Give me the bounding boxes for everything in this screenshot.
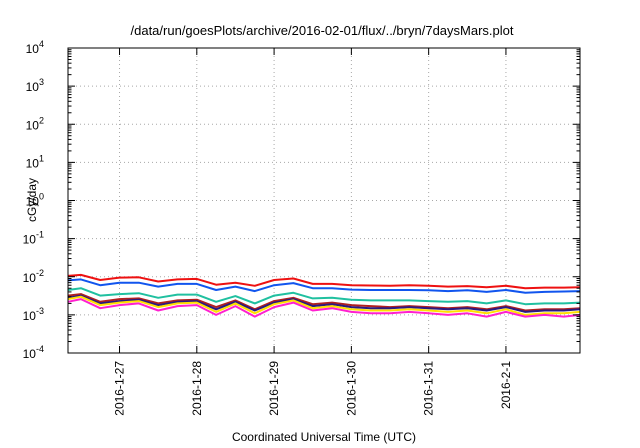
- y-tick-label: 10-2: [23, 268, 44, 285]
- x-axis-label: Coordinated Universal Time (UTC): [232, 430, 416, 444]
- y-tick-exponent: 0: [39, 192, 44, 202]
- x-tick-labels: 2016-1-27 2016-1-28 2016-1-29 2016-1-30 2016…: [113, 361, 513, 416]
- x-tick-label: 2016-1-29: [267, 361, 281, 416]
- y-tick-exponent: 1: [39, 153, 44, 163]
- y-tick-label: 101: [26, 153, 44, 170]
- series-line: [67, 294, 581, 313]
- series-line: [67, 273, 581, 290]
- y-tick-base: 10: [23, 309, 37, 323]
- y-tick-base: 10: [26, 42, 40, 56]
- y-tick-label: 100: [26, 192, 44, 209]
- chart-title: /data/run/goesPlots/archive/2016-02-01/f…: [131, 23, 514, 38]
- x-tick-label: 2016-1-27: [113, 361, 127, 416]
- series-line: [67, 295, 581, 316]
- y-axis-label: cGy/day: [25, 178, 39, 222]
- y-tick-base: 10: [23, 347, 37, 361]
- y-tick-exponent: 2: [39, 115, 44, 125]
- y-tick-exponent: -4: [36, 344, 44, 354]
- y-tick-base: 10: [26, 156, 40, 170]
- y-tick-exponent: 3: [39, 77, 44, 87]
- y-tick-exponent: 4: [39, 39, 44, 49]
- y-tick-base: 10: [26, 118, 40, 132]
- y-tick-label: 104: [26, 39, 44, 56]
- series-line: [67, 278, 581, 294]
- y-tick-base: 10: [26, 195, 40, 209]
- grid-lines: [68, 48, 580, 353]
- y-tick-exponent: -1: [36, 230, 44, 240]
- x-tick-label: 2016-1-28: [190, 361, 204, 416]
- axis-ticks: [68, 47, 580, 354]
- y-tick-base: 10: [26, 80, 40, 94]
- y-tick-label: 103: [26, 77, 44, 94]
- y-tick-exponent: -3: [36, 306, 44, 316]
- y-tick-label: 10-3: [23, 306, 44, 323]
- y-tick-base: 10: [23, 233, 37, 247]
- y-tick-label: 10-1: [23, 230, 44, 247]
- y-tick-base: 10: [23, 271, 37, 285]
- series-lines: [67, 273, 581, 318]
- y-tick-label: 10-4: [23, 344, 44, 361]
- x-tick-label: 2016-1-31: [422, 361, 436, 416]
- y-tick-exponent: -2: [36, 268, 44, 278]
- series-line: [67, 287, 581, 306]
- x-tick-label: 2016-1-30: [344, 361, 358, 416]
- y-tick-label: 102: [26, 115, 44, 132]
- series-line: [67, 293, 581, 312]
- series-line: [67, 298, 581, 318]
- x-tick-label: 2016-2-1: [499, 361, 513, 409]
